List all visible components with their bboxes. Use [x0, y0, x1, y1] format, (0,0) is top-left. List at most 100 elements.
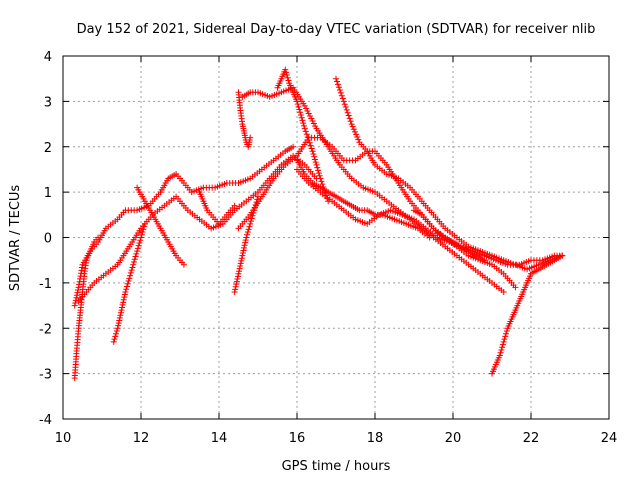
data-point: [73, 292, 80, 299]
data-point: [349, 123, 356, 130]
x-tick-label: 22: [523, 431, 540, 446]
data-point: [119, 304, 126, 311]
data-point: [71, 302, 78, 309]
data-point: [311, 156, 318, 163]
series-arc-p: [411, 207, 488, 264]
data-point: [335, 84, 342, 91]
data-point: [127, 269, 134, 276]
data-point: [133, 250, 140, 257]
data-point: [119, 301, 126, 308]
data-point: [299, 117, 306, 124]
data-point: [231, 202, 238, 209]
data-point: [240, 247, 247, 254]
data-point: [113, 327, 120, 334]
series-arc-e: [294, 166, 566, 268]
data-point: [238, 257, 245, 264]
data-point: [237, 260, 244, 267]
data-point: [351, 128, 358, 135]
data-point: [297, 109, 304, 116]
data-point: [74, 289, 81, 296]
data-point: [333, 78, 340, 85]
data-point: [120, 299, 127, 306]
data-point: [241, 244, 248, 251]
data-point: [244, 231, 251, 238]
data-point: [354, 134, 361, 141]
data-point: [348, 121, 355, 128]
data-point: [110, 338, 117, 345]
data-point: [233, 278, 240, 285]
data-point: [500, 338, 507, 345]
data-point: [344, 109, 351, 116]
data-point: [499, 341, 506, 348]
data-point: [312, 123, 319, 130]
series-arc-g: [489, 252, 566, 377]
data-point: [310, 151, 317, 158]
marker-layer: [71, 66, 566, 382]
data-point: [137, 237, 144, 244]
data-point: [499, 344, 506, 351]
data-point: [314, 164, 321, 171]
data-point: [236, 265, 243, 272]
y-tick-label: 2: [44, 141, 52, 156]
data-point: [253, 199, 260, 206]
data-point: [234, 275, 241, 282]
data-point: [502, 333, 509, 340]
data-point: [115, 320, 122, 327]
data-point: [122, 288, 129, 295]
data-point: [235, 270, 242, 277]
y-tick-label: 1: [44, 186, 52, 201]
data-point: [111, 336, 118, 343]
data-point: [559, 252, 566, 259]
data-point: [72, 297, 79, 304]
data-point: [75, 287, 82, 294]
data-point: [307, 112, 313, 119]
data-point: [125, 278, 132, 285]
data-point: [243, 234, 250, 241]
data-point: [309, 118, 316, 125]
data-point: [313, 161, 320, 168]
y-tick-label: 3: [44, 95, 52, 110]
x-tick-label: 18: [367, 431, 384, 446]
data-point: [117, 309, 124, 316]
y-tick-label: 4: [44, 50, 52, 65]
data-point: [498, 347, 505, 354]
data-point: [121, 294, 128, 301]
data-point: [308, 145, 315, 152]
data-point: [310, 120, 317, 127]
data-point: [304, 107, 311, 114]
data-point: [231, 288, 238, 295]
data-point: [117, 312, 124, 319]
data-point: [134, 245, 141, 252]
data-point: [238, 255, 245, 262]
series-arc-h: [274, 66, 332, 205]
x-tick-label: 24: [601, 431, 618, 446]
data-point: [180, 261, 187, 268]
data-point: [237, 263, 244, 270]
data-point: [298, 114, 305, 121]
data-point: [249, 212, 256, 219]
data-point: [333, 75, 339, 82]
data-point: [138, 234, 144, 241]
data-point: [500, 288, 507, 295]
y-tick-label: -4: [39, 413, 52, 428]
y-tick-label: -3: [39, 368, 52, 383]
data-point: [300, 120, 307, 127]
data-point: [512, 284, 519, 291]
data-point: [317, 175, 324, 182]
data-point: [246, 223, 253, 230]
data-point: [305, 110, 312, 117]
data-point: [503, 327, 510, 334]
data-point: [350, 126, 357, 133]
data-point: [250, 209, 257, 216]
data-point: [305, 136, 312, 143]
grid-layer: [63, 56, 609, 419]
data-point: [126, 275, 133, 282]
data-point: [342, 104, 349, 111]
data-point: [309, 148, 316, 155]
y-tick-label: 0: [44, 232, 52, 247]
data-point: [307, 142, 314, 149]
data-point: [297, 111, 304, 118]
data-point: [131, 256, 138, 263]
data-point: [302, 128, 309, 135]
data-point: [481, 257, 488, 264]
